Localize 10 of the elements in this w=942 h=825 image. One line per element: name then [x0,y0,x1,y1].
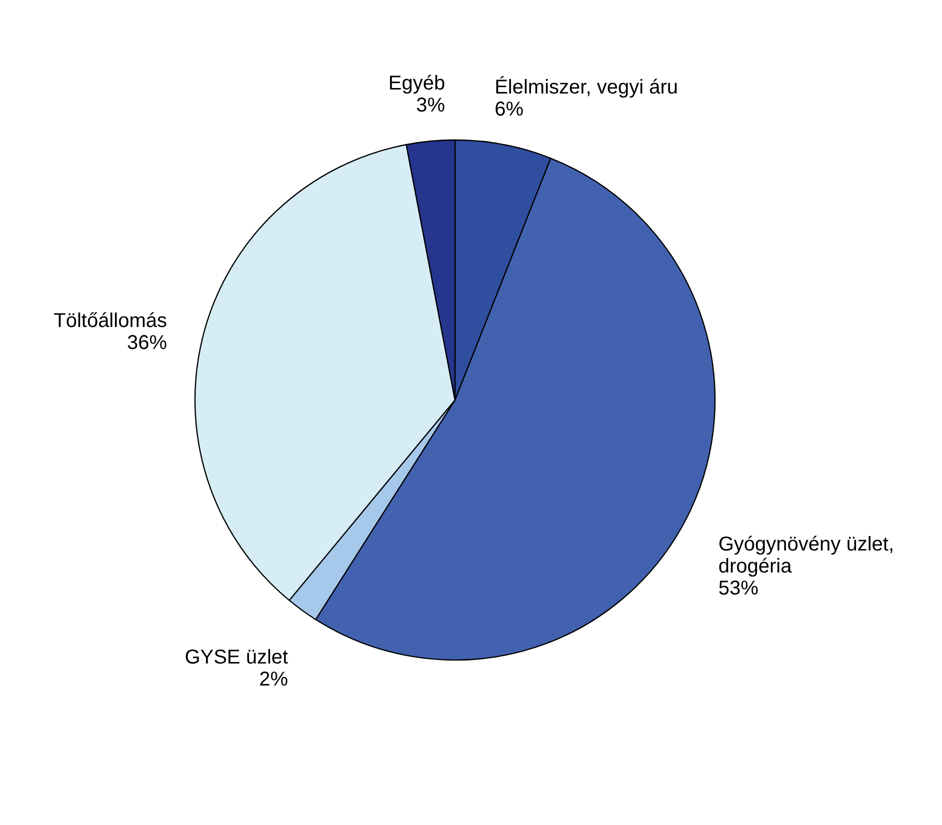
slice-label: Egyéb [388,72,446,94]
data-label: 53% [718,577,759,600]
slice-label: Élelmiszer, vegyi áru [494,76,678,99]
data-label: 6% [494,98,524,121]
data-label: 2% [259,668,288,690]
slice-label: Töltőállomás [54,310,167,332]
data-label: 3% [416,94,446,116]
slice-label: GYSE üzlet [184,646,289,668]
data-label: 36% [126,332,168,354]
slice-label: Gyógynövény üzlet, drogéria [718,533,894,578]
